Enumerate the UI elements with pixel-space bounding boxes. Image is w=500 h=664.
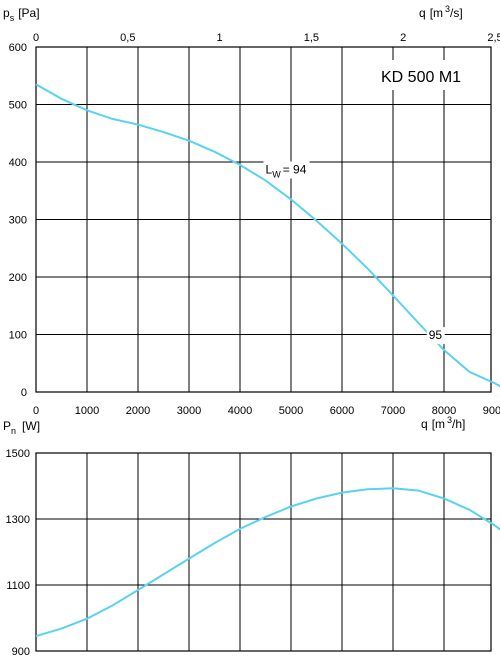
x-tick-label: 3000 (177, 405, 201, 417)
annotation-bg (263, 161, 310, 179)
upper-y-tick-labels: 0 100 200 300 400 500 600 (9, 42, 27, 399)
power-curve (35, 487, 500, 638)
upper-top-axis-title: q [m 3/s] (419, 4, 463, 20)
upper-y-tick-label: 100 (9, 330, 27, 342)
upper-top-tick-labels: 0 0,5 1 1,5 2 2,5 (33, 32, 500, 44)
top-tick-label: 0 (33, 32, 39, 44)
upper-y-axis-title: ps [Pa] (3, 6, 40, 23)
top-tick-label: 1,5 (304, 32, 319, 44)
upper-y-tick-label: 600 (9, 42, 27, 54)
upper-y-tick-label: 300 (9, 215, 27, 227)
curve-annotation: 95 (429, 328, 443, 342)
x-tick-label: 6000 (330, 405, 354, 417)
x-tick-label: 0 (33, 405, 39, 417)
upper-y-tick-label: 200 (9, 272, 27, 284)
annotation-bg (426, 327, 445, 345)
x-tick-label: 7000 (381, 405, 405, 417)
x-tick-label: 2000 (126, 405, 150, 417)
upper-y-tick-label: 500 (9, 100, 27, 112)
x-tick-label: 8000 (432, 405, 456, 417)
x-tick-label: 5000 (279, 405, 303, 417)
lower-grid (36, 453, 491, 651)
x-axis-title: q [m 3/h] (421, 415, 465, 431)
lower-plot-frame (35, 452, 492, 652)
top-tick-label: 2 (400, 32, 406, 44)
lower-y-tick-label: 1500 (6, 448, 30, 460)
upper-y-tick-label: 0 (21, 387, 27, 399)
top-tick-label: 1 (217, 32, 223, 44)
lower-panel: Pn [W] 900 1100 1300 1500 (3, 419, 500, 658)
lower-y-axis-title: Pn [W] (3, 419, 40, 436)
upper-y-tick-label: 400 (9, 157, 27, 169)
model-label-box (370, 60, 490, 90)
x-tick-label: 4000 (228, 405, 252, 417)
upper-annotations: LW = 94 95 (263, 161, 445, 345)
top-tick-label: 2,5 (487, 32, 500, 44)
lower-y-tick-labels: 900 1100 1300 1500 (6, 448, 30, 658)
model-label: KD 500 M1 (381, 69, 461, 86)
lower-y-tick-label: 1100 (6, 580, 30, 592)
pressure-curve (35, 83, 500, 388)
curve-annotation: LW = 94 (266, 163, 307, 180)
upper-grid (36, 47, 491, 392)
upper-panel: 0 100 200 300 400 500 600 0 1000 2000 3000 4000 500… (3, 4, 500, 417)
lower-y-tick-label: 1300 (6, 514, 30, 526)
x-tick-label: 1000 (75, 405, 99, 417)
lower-y-tick-label: 900 (12, 646, 30, 658)
top-tick-label: 0,5 (120, 32, 135, 44)
